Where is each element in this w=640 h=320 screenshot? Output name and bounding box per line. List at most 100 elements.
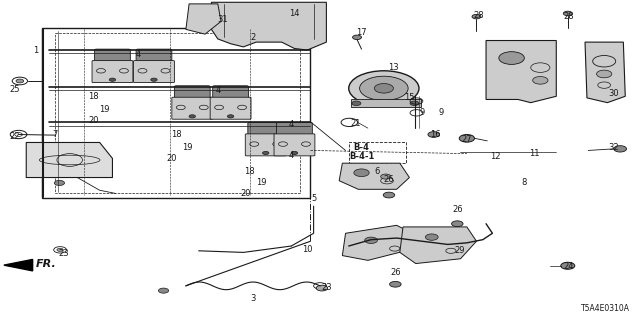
- Polygon shape: [186, 4, 221, 34]
- Text: 31: 31: [218, 15, 228, 24]
- Text: 19: 19: [100, 105, 110, 114]
- Text: 28: 28: [473, 11, 484, 20]
- Polygon shape: [26, 142, 113, 178]
- Circle shape: [499, 52, 524, 64]
- Circle shape: [227, 115, 234, 118]
- Text: 16: 16: [429, 130, 440, 139]
- Text: 19: 19: [256, 179, 266, 188]
- FancyBboxPatch shape: [274, 134, 315, 156]
- Text: 11: 11: [529, 149, 539, 158]
- Text: 26: 26: [390, 268, 401, 277]
- Polygon shape: [42, 28, 310, 198]
- Circle shape: [360, 76, 408, 100]
- Text: 17: 17: [356, 28, 367, 37]
- Circle shape: [426, 234, 438, 240]
- Text: 32: 32: [609, 143, 619, 152]
- Text: 9: 9: [420, 108, 425, 117]
- Circle shape: [316, 285, 328, 291]
- Text: 20: 20: [88, 116, 99, 125]
- Circle shape: [291, 151, 298, 155]
- Circle shape: [374, 84, 394, 93]
- Text: B-4: B-4: [353, 143, 369, 152]
- Text: 13: 13: [388, 63, 399, 72]
- FancyBboxPatch shape: [248, 123, 284, 135]
- Polygon shape: [585, 42, 625, 103]
- Text: 4: 4: [215, 86, 220, 95]
- Circle shape: [460, 134, 474, 142]
- Text: 8: 8: [522, 178, 527, 187]
- Text: 10: 10: [302, 245, 312, 254]
- Text: T5A4E0310A: T5A4E0310A: [580, 304, 630, 313]
- Circle shape: [352, 101, 361, 106]
- FancyBboxPatch shape: [95, 49, 131, 62]
- Text: 23: 23: [321, 283, 332, 292]
- Circle shape: [262, 151, 269, 155]
- FancyBboxPatch shape: [276, 123, 312, 135]
- Circle shape: [159, 288, 169, 293]
- Circle shape: [381, 174, 391, 179]
- Circle shape: [189, 115, 195, 118]
- Text: 9: 9: [438, 108, 444, 117]
- Text: 25: 25: [10, 85, 20, 94]
- Text: 26: 26: [383, 175, 394, 184]
- Text: 1: 1: [33, 45, 38, 55]
- Text: 23: 23: [58, 250, 68, 259]
- Text: 4: 4: [136, 50, 141, 59]
- Text: B-4-1: B-4-1: [349, 152, 374, 161]
- Circle shape: [353, 35, 362, 40]
- Circle shape: [57, 248, 63, 252]
- Text: FR.: FR.: [36, 259, 56, 269]
- Circle shape: [452, 221, 463, 227]
- Bar: [351, 100, 421, 108]
- Text: 7: 7: [52, 130, 58, 139]
- Text: 15: 15: [404, 93, 415, 102]
- Text: 28: 28: [564, 12, 574, 21]
- Circle shape: [614, 146, 627, 152]
- FancyBboxPatch shape: [136, 49, 172, 62]
- Text: 22: 22: [10, 132, 20, 140]
- Polygon shape: [400, 227, 476, 264]
- Text: 18: 18: [171, 130, 182, 139]
- Text: 12: 12: [490, 152, 501, 161]
- Text: 3: 3: [250, 294, 255, 303]
- FancyBboxPatch shape: [134, 60, 174, 83]
- Circle shape: [349, 71, 419, 106]
- Text: 5: 5: [311, 194, 316, 203]
- Text: 19: 19: [182, 143, 193, 152]
- Text: 2: 2: [250, 33, 255, 42]
- Text: 4: 4: [289, 120, 294, 130]
- Circle shape: [561, 262, 575, 269]
- FancyBboxPatch shape: [212, 86, 248, 99]
- Text: 6: 6: [375, 167, 380, 176]
- FancyBboxPatch shape: [210, 97, 251, 119]
- FancyBboxPatch shape: [92, 60, 133, 83]
- Polygon shape: [342, 225, 410, 260]
- Circle shape: [365, 237, 378, 244]
- Text: 14: 14: [289, 9, 300, 18]
- Text: 27: 27: [461, 135, 472, 144]
- Circle shape: [596, 70, 612, 78]
- Text: 20: 20: [240, 189, 250, 198]
- Circle shape: [54, 180, 65, 186]
- Text: 18: 18: [244, 167, 255, 176]
- Circle shape: [428, 132, 440, 137]
- Circle shape: [383, 192, 395, 198]
- Polygon shape: [486, 41, 556, 103]
- Polygon shape: [4, 260, 33, 271]
- FancyBboxPatch shape: [174, 86, 210, 99]
- Text: 29: 29: [454, 246, 465, 255]
- Text: 18: 18: [88, 92, 99, 101]
- Polygon shape: [339, 163, 410, 189]
- Circle shape: [410, 101, 419, 106]
- Text: 26: 26: [452, 205, 463, 214]
- Text: 24: 24: [564, 262, 574, 271]
- FancyBboxPatch shape: [245, 134, 286, 156]
- Text: 20: 20: [166, 154, 177, 163]
- Circle shape: [109, 78, 116, 81]
- Circle shape: [151, 78, 157, 81]
- Text: 30: 30: [609, 89, 619, 98]
- Bar: [349, 141, 406, 163]
- Circle shape: [390, 281, 401, 287]
- Text: 4: 4: [289, 151, 294, 160]
- Polygon shape: [211, 2, 326, 50]
